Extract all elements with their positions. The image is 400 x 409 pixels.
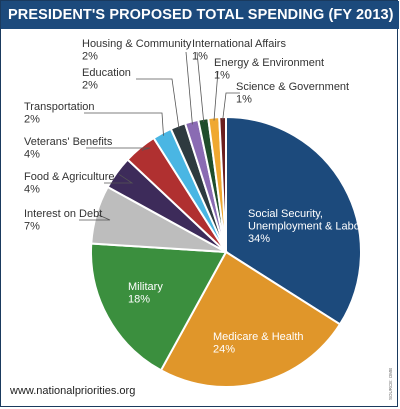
pie-slice-medicare-health bbox=[159, 250, 342, 388]
slice-percent-label: 34% bbox=[248, 233, 270, 245]
slice-name-label: Energy & Environment bbox=[214, 57, 324, 69]
slice-name-label: Unemployment & Labor bbox=[248, 221, 364, 233]
slice-percent-label: 2% bbox=[82, 51, 98, 63]
slice-percent-label: 1% bbox=[236, 94, 252, 106]
slice-percent-label: 24% bbox=[213, 344, 235, 356]
pie-slice-science-government bbox=[218, 115, 227, 253]
slice-percent-label: 4% bbox=[24, 149, 40, 161]
slice-name-label: Medicare & Health bbox=[213, 331, 304, 343]
slice-name-label: Science & Government bbox=[236, 81, 349, 93]
slice-name-label: Food & Agriculture bbox=[24, 171, 115, 183]
leader-line-housing-community bbox=[185, 51, 193, 125]
leader-line-science-government bbox=[222, 92, 240, 121]
leader-line-veterans-benefits bbox=[86, 147, 151, 151]
slice-percent-label: 18% bbox=[128, 294, 150, 306]
chart-title: PRESIDENT'S PROPOSED TOTAL SPENDING (FY … bbox=[1, 1, 399, 29]
slice-name-label: International Affairs bbox=[192, 38, 286, 50]
slice-percent-label: 1% bbox=[214, 70, 230, 82]
slice-name-label: Social Security, bbox=[248, 208, 323, 220]
leader-line-energy-environment bbox=[213, 70, 219, 121]
slice-percent-label: 4% bbox=[24, 184, 40, 196]
slice-percent-label: 2% bbox=[82, 80, 98, 92]
slice-percent-label: 2% bbox=[24, 114, 40, 126]
leader-line-interest-on-debt bbox=[79, 214, 111, 221]
leader-line-food-agriculture bbox=[104, 174, 134, 184]
slice-name-label: Military bbox=[128, 281, 163, 293]
website-url: www.nationalpriorities.org bbox=[10, 385, 136, 397]
slice-name-label: Veterans' Benefits bbox=[24, 136, 113, 148]
pie-slice-military bbox=[90, 242, 228, 372]
leader-line-transportation bbox=[84, 112, 164, 136]
slice-name-label: Housing & Community bbox=[82, 38, 192, 50]
slice-name-label: Transportation bbox=[24, 101, 95, 113]
leader-line-education bbox=[136, 78, 180, 129]
slice-name-label: Education bbox=[82, 67, 131, 79]
slice-percent-label: 1% bbox=[192, 51, 208, 63]
source-note: SOURCE: OMB bbox=[388, 367, 393, 400]
slice-percent-label: 7% bbox=[24, 221, 40, 233]
slice-name-label: Interest on Debt bbox=[24, 208, 102, 220]
leader-line-international-affairs bbox=[196, 51, 205, 122]
